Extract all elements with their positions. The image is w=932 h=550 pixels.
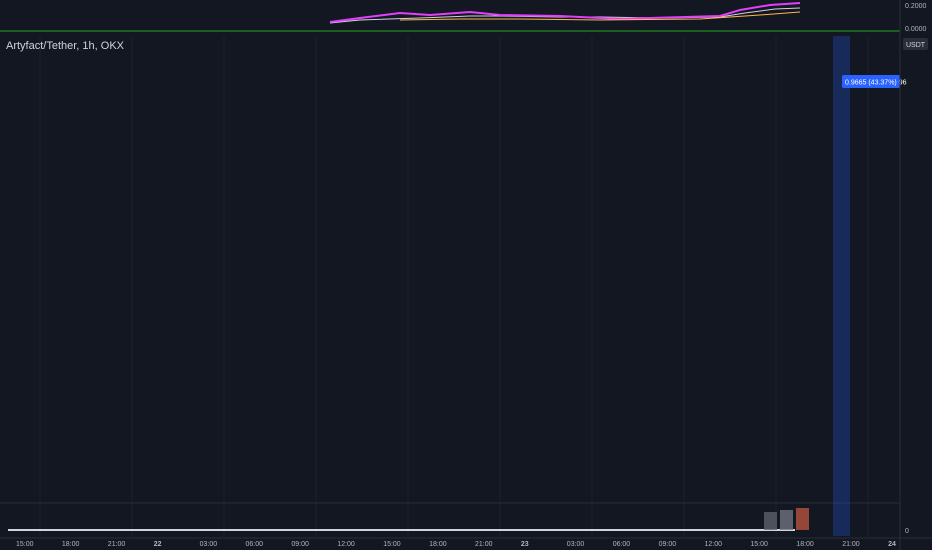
indicator-pane (0, 0, 900, 31)
time-label: 03:00 (200, 541, 218, 548)
symbol-title: Artyfact/Tether, 1h, OKX (6, 40, 124, 52)
time-label: 12:00 (705, 541, 723, 548)
volume-bar (780, 510, 793, 530)
time-label: 21:00 (842, 541, 860, 548)
time-label: 24 (888, 541, 896, 548)
time-label: 15:00 (750, 541, 768, 548)
time-label: 18:00 (429, 541, 447, 548)
time-label: 21:00 (108, 541, 126, 548)
time-label: 23 (521, 541, 529, 548)
time-label: 06:00 (613, 541, 631, 548)
indicator-line-magenta (329, 2, 801, 23)
time-label: 09:00 (291, 541, 309, 548)
currency-label: USDT (906, 42, 926, 49)
measure-label: 0.9665 (43.37%) 96 (845, 80, 907, 87)
time-label: 18:00 (796, 541, 814, 548)
time-label: 09:00 (659, 541, 677, 548)
volume-tick: 0 (905, 528, 909, 535)
measure-column (833, 36, 850, 536)
time-label: 15:00 (16, 541, 34, 548)
indicator-line-orange (399, 11, 801, 21)
volume-bar (796, 508, 809, 530)
time-label: 18:00 (62, 541, 80, 548)
time-label: 21:00 (475, 541, 493, 548)
time-label: 03:00 (567, 541, 585, 548)
time-label: 22 (154, 541, 162, 548)
time-label: 12:00 (337, 541, 355, 548)
volume-bar (764, 512, 777, 530)
price-tick: 0.2000 (905, 3, 927, 10)
indicator-tick: 0.0000 (905, 26, 927, 33)
currency-badge (903, 38, 928, 50)
time-label: 15:00 (383, 541, 401, 548)
time-label: 06:00 (246, 541, 264, 548)
measure-label-bg (842, 75, 900, 88)
